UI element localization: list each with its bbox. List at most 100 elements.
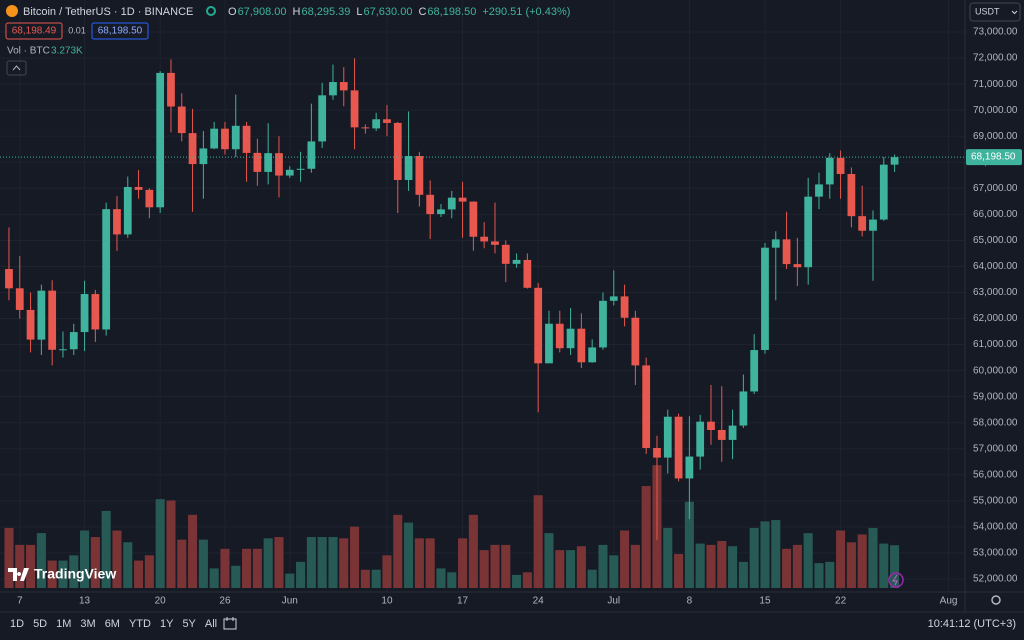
y-tick-label: 57,000.00	[973, 443, 1018, 454]
candle-body	[512, 259, 521, 264]
volume-bar	[576, 546, 586, 588]
y-tick-label: 62,000.00	[973, 313, 1018, 324]
candle-body	[869, 219, 877, 231]
candle-body	[739, 391, 748, 426]
volume-bar	[857, 534, 867, 588]
candle-body	[761, 247, 769, 351]
y-tick-label: 71,000.00	[973, 79, 1018, 90]
volume-bar	[285, 573, 295, 588]
x-tick-label: 17	[457, 596, 469, 607]
volume-bar	[566, 550, 576, 588]
y-tick-label: 63,000.00	[973, 287, 1018, 298]
volume-bar	[36, 533, 46, 588]
candle-body	[858, 216, 867, 231]
x-tick-label: 7	[17, 596, 23, 607]
volume-bar	[598, 544, 608, 588]
volume-bar	[4, 527, 14, 588]
volume-bar	[393, 514, 403, 588]
candle-body	[318, 95, 327, 142]
symbol-title[interactable]: Bitcoin / TetherUS · 1D · BINANCE	[23, 6, 193, 18]
candle-body	[275, 153, 283, 176]
candle-body	[145, 189, 154, 208]
candle-body	[793, 264, 802, 268]
volume-bar	[69, 555, 79, 588]
candle-body	[329, 82, 337, 96]
volume-bar	[749, 527, 759, 588]
settings-icon[interactable]	[991, 595, 1001, 605]
toolbar: 1D 5D 1M 3M 6M YTD 1Y 5Y All	[10, 618, 217, 630]
bid-price: 68,198.49	[12, 26, 57, 37]
goto-date-icon[interactable]	[223, 617, 237, 630]
volume-bar	[436, 568, 446, 588]
ohlc-value: 67,630.00	[364, 6, 413, 18]
range-button[interactable]: 5Y	[182, 618, 196, 630]
collapse-button[interactable]	[6, 60, 27, 76]
range-button[interactable]: 5D	[33, 618, 47, 630]
x-tick-label: 8	[687, 596, 693, 607]
range-button[interactable]: 1M	[56, 618, 71, 630]
candle-body	[750, 350, 759, 392]
candle-body	[782, 239, 791, 265]
volume-bar	[177, 539, 187, 588]
candle-body	[804, 196, 813, 268]
volume-bar	[360, 569, 370, 588]
volume-bar	[144, 555, 154, 588]
y-tick-label: 53,000.00	[973, 548, 1018, 559]
volume-bar	[771, 520, 781, 588]
volume-bar	[166, 500, 176, 588]
volume-bar	[447, 572, 457, 588]
volume-bar	[803, 533, 813, 588]
candle-body	[653, 447, 661, 458]
ohlc-letter: H	[293, 6, 301, 18]
bid-box[interactable]	[5, 22, 63, 40]
y-tick-label: 67,000.00	[973, 183, 1018, 194]
x-tick-label: 15	[759, 596, 771, 607]
volume-bar	[533, 495, 543, 588]
y-tick-label: 73,000.00	[973, 27, 1018, 38]
currency-button[interactable]	[969, 2, 1021, 22]
volume-bar	[674, 554, 684, 588]
y-tick-label: 72,000.00	[973, 53, 1018, 64]
ask-price: 68,198.50	[98, 26, 143, 37]
volume-bar	[231, 565, 241, 588]
range-button[interactable]: All	[205, 618, 217, 630]
range-button[interactable]: 1D	[10, 618, 24, 630]
range-button[interactable]: 6M	[105, 618, 120, 630]
candle-body	[339, 82, 348, 91]
volume-bar	[155, 499, 165, 588]
last-price-tag	[966, 149, 1022, 166]
candle-body	[707, 421, 715, 431]
time-axis: 7 13 20 26 Jun 10 17 24 Jul 8 15 22 Aug	[17, 596, 957, 607]
volume-bar	[58, 560, 68, 588]
range-button[interactable]: 3M	[80, 618, 95, 630]
volume-bar	[350, 526, 360, 588]
volume-bar	[425, 538, 435, 588]
logo: TradingView	[8, 566, 116, 582]
volume-bar	[458, 538, 468, 588]
candle-body	[296, 168, 305, 170]
candle-body	[372, 119, 381, 129]
volume-bar	[123, 542, 133, 588]
volume-bar	[252, 548, 262, 588]
volume-bar	[846, 542, 856, 588]
event-marker[interactable]	[888, 572, 904, 588]
candle-body	[177, 106, 186, 134]
y-tick-label: 56,000.00	[973, 469, 1018, 480]
candle-body	[167, 72, 175, 107]
x-tick-label: Jul	[607, 596, 620, 607]
volume-bar	[782, 548, 792, 588]
ask-box[interactable]	[91, 22, 149, 40]
range-button[interactable]: YTD	[129, 618, 151, 630]
y-tick-label: 66,000.00	[973, 209, 1018, 220]
candle-body	[685, 456, 694, 479]
candle-body	[102, 209, 111, 330]
volume-bar	[198, 539, 208, 588]
volume-bar	[641, 486, 651, 588]
volume-bar	[522, 572, 532, 588]
candle-body	[717, 430, 726, 440]
volume-bar	[609, 555, 619, 588]
volume-value: 3.273K	[51, 46, 83, 57]
range-button[interactable]: 1Y	[160, 618, 174, 630]
candle-body	[890, 157, 899, 165]
volume-bar	[80, 530, 90, 588]
